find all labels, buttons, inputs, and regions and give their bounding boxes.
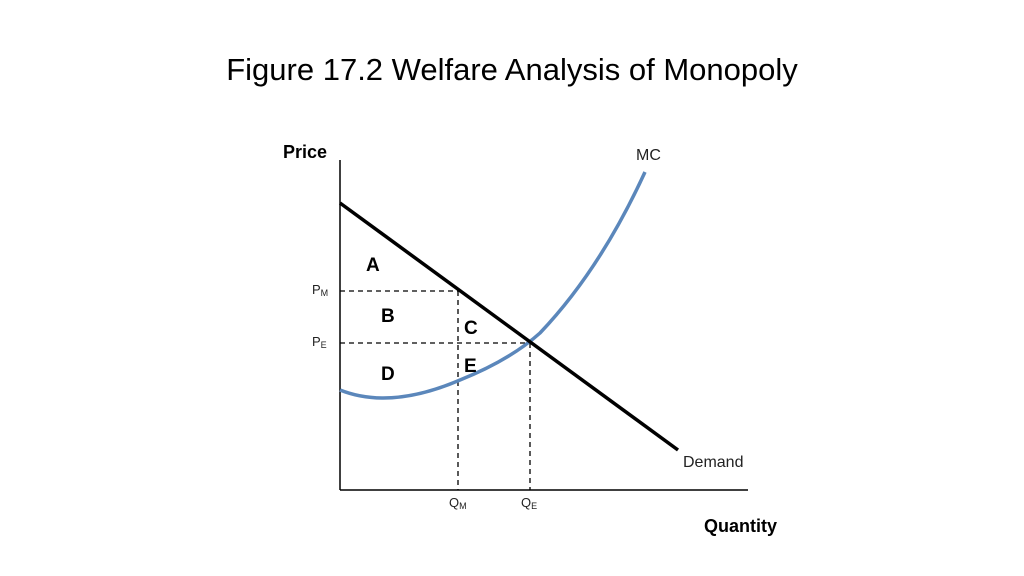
guides (340, 290, 531, 490)
region-label: C (464, 318, 478, 339)
pm-sub: M (321, 288, 329, 298)
pe-label: PE (312, 334, 327, 350)
mc-curve (339, 171, 647, 400)
mc-label: MC (636, 147, 661, 164)
x-axis-label: Quantity (704, 516, 777, 536)
qe-main: Q (521, 495, 531, 510)
qe-label: QE (521, 495, 537, 511)
qm-label: QM (449, 495, 467, 511)
pe-sub: E (321, 340, 327, 350)
pm-label: PM (312, 282, 328, 298)
qe-sub: E (531, 501, 537, 511)
title: Figure 17.2 Welfare Analysis of Monopoly (226, 52, 798, 87)
region-label: A (366, 255, 380, 276)
qm-main: Q (449, 495, 459, 510)
region-label: B (381, 306, 395, 327)
region-label: D (381, 364, 395, 385)
demand-label: Demand (683, 454, 743, 471)
demand-curve (338, 201, 680, 452)
region-label: E (464, 356, 477, 377)
qm-sub: M (459, 501, 467, 511)
pe-main: P (312, 334, 321, 349)
y-axis-label: Price (283, 142, 327, 162)
pm-main: P (312, 282, 321, 297)
